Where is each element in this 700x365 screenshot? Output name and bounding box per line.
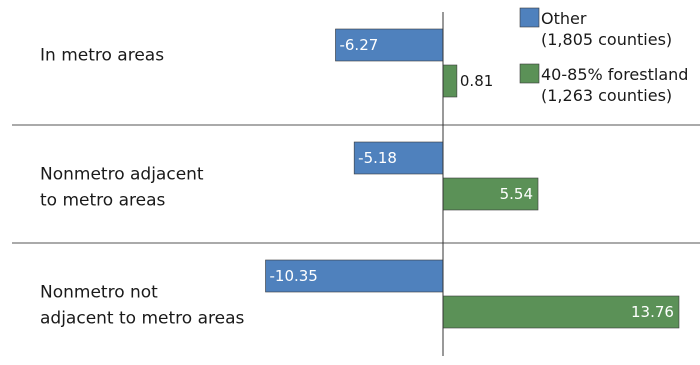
bars [265,28,680,329]
legend-swatch [519,63,540,84]
category-label: Nonmetro not [40,283,158,303]
group-separators [12,124,700,244]
bar-forestland [442,64,458,98]
value-label: 13.76 [631,303,674,321]
legend: Other (1,805 counties) 40-85% forestland (1… [519,7,688,105]
bar-other [265,259,444,293]
value-label: -5.18 [358,149,397,167]
value-label: 5.54 [500,185,533,203]
legend-label: Other [541,9,587,28]
value-labels: -6.27 -5.18 -10.35 0.81 5.54 13.76 [269,36,673,321]
value-label: -10.35 [269,267,317,285]
legend-swatch [519,7,540,28]
bar-other [353,141,444,175]
category-label: to metro areas [40,191,165,211]
category-labels: In metro areas Nonmetro adjacent to metro … [40,46,244,329]
legend-label-sub: (1,263 counties) [541,86,672,105]
bar-forestland [442,295,680,329]
category-label: In metro areas [40,46,164,66]
category-label: adjacent to metro areas [40,309,244,329]
value-label: -6.27 [339,36,378,54]
legend-label-sub: (1,805 counties) [541,30,672,49]
category-label: Nonmetro adjacent [40,165,204,185]
legend-label: 40-85% forestland [541,65,688,84]
bar-forestland [442,177,539,211]
bar-other [335,28,444,62]
value-label: 0.81 [460,72,493,90]
